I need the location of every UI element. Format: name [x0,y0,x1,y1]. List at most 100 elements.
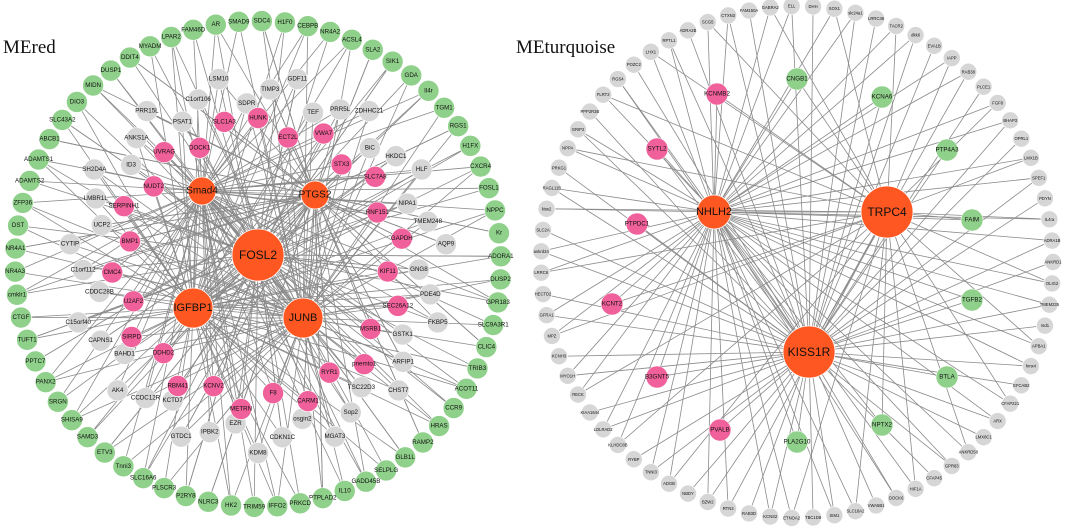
green-node-tgm1: TGM1 [433,97,455,119]
svg-text:Il4r: Il4r [424,87,433,94]
green-node-fam46d: FAM46D [181,18,206,41]
green-node-trim59: TRIM59 [243,496,266,518]
grey-node-ankrd58: ANKRD58 [959,443,979,462]
svg-text:RYBP: RYBP [628,457,640,462]
green-node-adamts1: ADAMTS1 [24,148,54,171]
grey-node-c15orf40: C15orf40 [66,311,92,334]
pink-node-ptpdc1: PTPDC1 [625,212,650,236]
grey-node-ankrd1: ANKRD1 [1044,253,1062,271]
svg-text:KCNH3: KCNH3 [552,354,567,359]
hub-node-igfbp1: IGFBP1 [172,287,214,329]
edge [748,351,810,514]
green-node-etv3: ETV3 [93,441,116,464]
svg-text:ACSL4: ACSL4 [342,36,362,43]
grey-node-aqp9: AQP9 [435,233,457,256]
svg-text:BiC: BiC [365,145,376,152]
edge [314,194,330,373]
svg-text:PRKCD: PRKCD [289,500,311,507]
green-node-h1f0: H1F0 [274,11,296,34]
edge [45,317,304,383]
svg-text:GABRA2: GABRA2 [762,5,780,10]
grey-node-lmx1b: LMX1B [1022,149,1040,167]
svg-text:P2RY8: P2RY8 [176,493,196,500]
edge [769,7,888,213]
edge [713,71,969,213]
svg-text:RGS1: RGS1 [450,123,467,130]
edge [87,307,194,438]
grey-node-hectd2: HECTD2 [534,285,552,303]
edge [276,317,304,507]
edge [257,61,393,256]
edge [617,211,715,446]
edge [192,307,399,391]
edge [314,109,341,196]
hub-node-ptgs2: PTGS2 [299,180,332,210]
green-node-dusp2: DUSP2 [489,268,511,291]
green-node-faim: FAIM [960,208,984,232]
grey-node-kiss2: kiss2 [537,199,556,218]
svg-text:ECT2L: ECT2L [278,134,298,141]
edge [713,57,952,213]
pink-node-b3gnt5: B3GNT5 [645,365,670,389]
edge [257,254,301,504]
grey-node-dock6: DOCK6 [887,489,906,507]
edge [546,211,715,316]
svg-text:UVRAG: UVRAG [153,149,175,156]
green-node-sdc4: SDC4 [251,10,273,32]
svg-text:KDM8: KDM8 [249,450,267,457]
pink-node-ryr1: RYR1 [318,361,341,384]
svg-text:SAMD3: SAMD3 [77,434,99,441]
green-node-sla2: SLA2 [361,39,384,61]
grey-node-adra1b: ADRA1B [1043,231,1061,250]
edge [808,351,897,499]
grey-node-ucp2: UCP2 [90,214,113,236]
svg-text:ANKS1A: ANKS1A [124,135,149,142]
pink-node-nudt2: NUDT2 [142,175,165,198]
grey-node-tbc1d8: TBC1D8 [804,508,822,527]
edge [131,317,304,338]
grey-node-hif1a: HIF1A [906,480,925,498]
green-node-gadd45b: GADD45B [351,470,380,493]
edge [713,211,1011,405]
svg-text:NR4A2: NR4A2 [320,28,341,35]
edge [808,35,916,353]
edge [201,190,362,388]
grey-node-apba1: APBA1 [1029,337,1048,355]
green-node-dst: DST [7,214,29,237]
edge [713,12,856,213]
edge [541,211,715,252]
svg-text:DIO3: DIO3 [70,98,85,105]
edge [153,186,304,319]
edge [201,103,248,192]
grey-node-pozc2: POZC2 [625,55,643,74]
edge [27,307,194,341]
grey-node-nppa: NPPA [558,139,577,157]
edge [201,190,371,330]
pink-node-f8: F8 [262,382,284,404]
hub-node-smad4: Smad4 [186,176,218,206]
svg-text:NUDT2: NUDT2 [143,183,164,190]
grey-node-kiaa1644: KIAA1644 [580,403,600,422]
green-node-tgfb2: TGFB2 [960,288,984,312]
edge [633,351,810,460]
edge [257,145,471,256]
grey-node-c1orf106: C1orf106 [185,88,211,111]
grey-node-timp3: TIMP3 [259,78,282,101]
svg-text:TMEM235: TMEM235 [1040,302,1060,307]
edge [192,212,378,309]
edge [567,147,888,213]
grey-node-ankrd34: ankrd34 [532,242,551,261]
green-node-ptplad2: PTPLAD2 [309,487,337,510]
svg-text:CARM1: CARM1 [297,398,319,405]
svg-text:LRRC6: LRRC6 [534,270,548,275]
edge [567,211,715,377]
svg-text:TRPC4: TRPC4 [867,205,907,219]
edge [302,317,494,326]
edge [656,148,810,353]
svg-text:CEBPB: CEBPB [297,23,318,30]
svg-text:KCNV2: KCNV2 [203,383,224,390]
edge [808,12,856,353]
grey-node-id3: ID3 [120,154,142,176]
green-node-ctgf: CTGF [10,306,32,329]
grey-node-vwa5b1: VWA5B1 [867,496,885,515]
